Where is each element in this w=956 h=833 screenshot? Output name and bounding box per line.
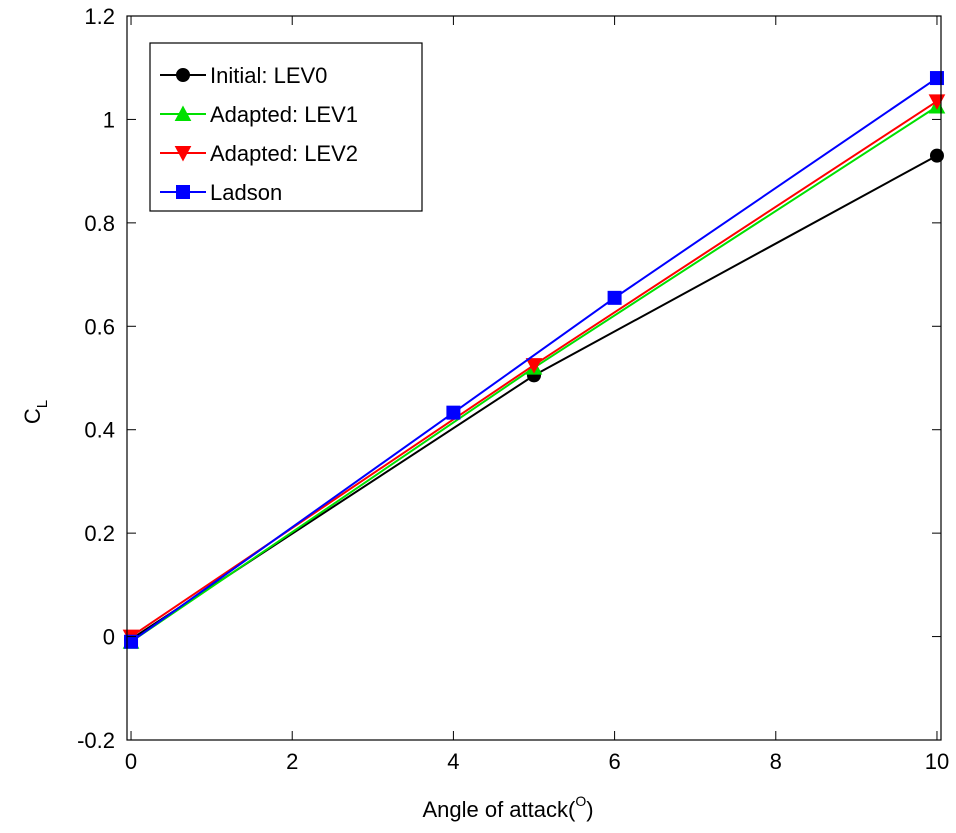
x-tick-label: 8 [770, 749, 782, 774]
legend-entry: Initial: LEV0 [160, 63, 327, 88]
y-tick-label: 0.8 [84, 211, 115, 236]
x-axis-label: Angle of attack(O) [422, 793, 593, 822]
y-axis-label: CL [20, 400, 51, 424]
legend-label: Adapted: LEV2 [210, 141, 358, 166]
y-tick-label: -0.2 [77, 728, 115, 753]
series-line [130, 154, 938, 640]
y-tick-label: 1 [103, 107, 115, 132]
legend-label: Adapted: LEV1 [210, 102, 358, 127]
data-point [607, 290, 622, 305]
data-point [124, 634, 139, 649]
y-tick-label: 0.2 [84, 521, 115, 546]
x-tick-label: 0 [125, 749, 137, 774]
data-point [929, 71, 944, 86]
y-tick-label: 1.2 [84, 4, 115, 29]
legend-label: Initial: LEV0 [210, 63, 327, 88]
legend-entry: Adapted: LEV1 [160, 102, 358, 127]
legend-entry: Adapted: LEV2 [160, 141, 358, 166]
data-point [929, 148, 944, 163]
legend-marker [174, 146, 192, 162]
legend-label: Ladson [210, 180, 282, 205]
y-tick-label: 0 [103, 625, 115, 650]
x-tick-label: 6 [608, 749, 620, 774]
legend-marker [176, 68, 190, 82]
data-point [446, 405, 461, 420]
y-tick-label: 0.4 [84, 418, 115, 443]
legend-marker [174, 105, 192, 121]
x-tick-label: 10 [925, 749, 949, 774]
x-tick-label: 2 [286, 749, 298, 774]
y-tick-label: 0.6 [84, 314, 115, 339]
data-point [928, 94, 946, 110]
legend-marker [176, 185, 190, 199]
legend-box [149, 42, 423, 212]
x-tick-label: 4 [447, 749, 459, 774]
legend-entry: Ladson [160, 180, 282, 205]
plot-area-frame [126, 15, 942, 741]
series-0 [124, 148, 944, 647]
data-point [525, 358, 543, 374]
series-3 [124, 71, 944, 649]
series-line [130, 77, 938, 643]
